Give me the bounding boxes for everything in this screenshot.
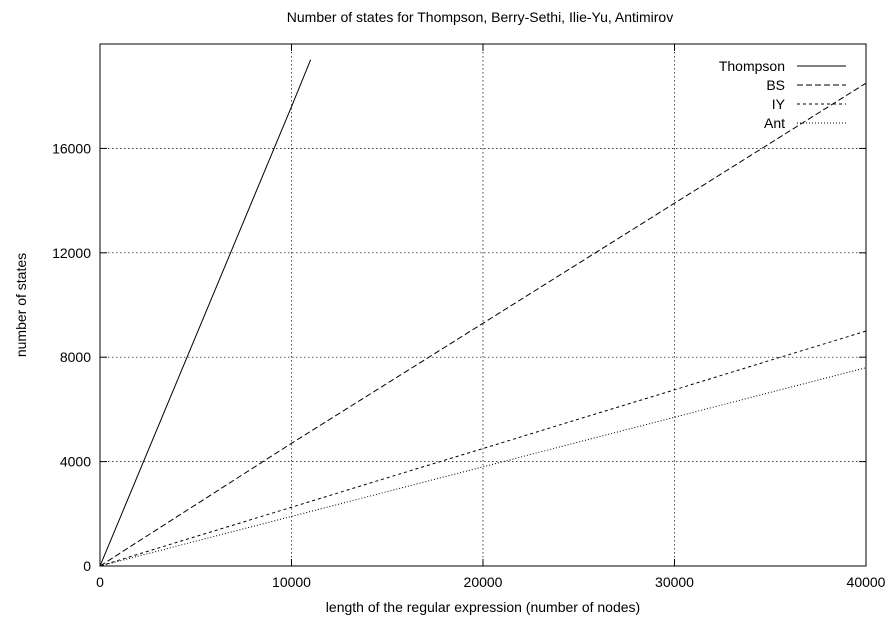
y-tick-label: 8000	[60, 349, 91, 365]
series-line-thompson	[100, 59, 312, 566]
y-tick-label: 4000	[60, 454, 91, 470]
x-tick-label: 30000	[655, 574, 694, 590]
grid-lines	[100, 44, 866, 566]
legend-label-thompson: Thompson	[719, 58, 785, 74]
series-line-iy	[100, 330, 866, 566]
legend-label-iy: IY	[772, 96, 786, 112]
series-lines	[100, 59, 866, 566]
series-line-bs	[100, 82, 866, 566]
x-tick-label: 0	[96, 574, 104, 590]
y-axis-label: number of states	[13, 253, 29, 357]
y-tick-label: 0	[83, 558, 91, 574]
legend-label-bs: BS	[766, 77, 785, 93]
chart-title: Number of states for Thompson, Berry-Set…	[287, 9, 673, 25]
x-axis-label: length of the regular expression (number…	[326, 599, 640, 615]
y-tick-label: 16000	[52, 140, 91, 156]
x-tick-label: 10000	[272, 574, 311, 590]
x-tick-label: 40000	[847, 574, 886, 590]
legend-label-ant: Ant	[764, 115, 785, 131]
y-tick-label: 12000	[52, 245, 91, 261]
tick-labels: 0 10000 20000 30000 40000 0 4000 8000 12000 16000	[52, 140, 886, 590]
x-tick-label: 20000	[464, 574, 503, 590]
legend: Thompson BS IY Ant	[719, 58, 846, 131]
